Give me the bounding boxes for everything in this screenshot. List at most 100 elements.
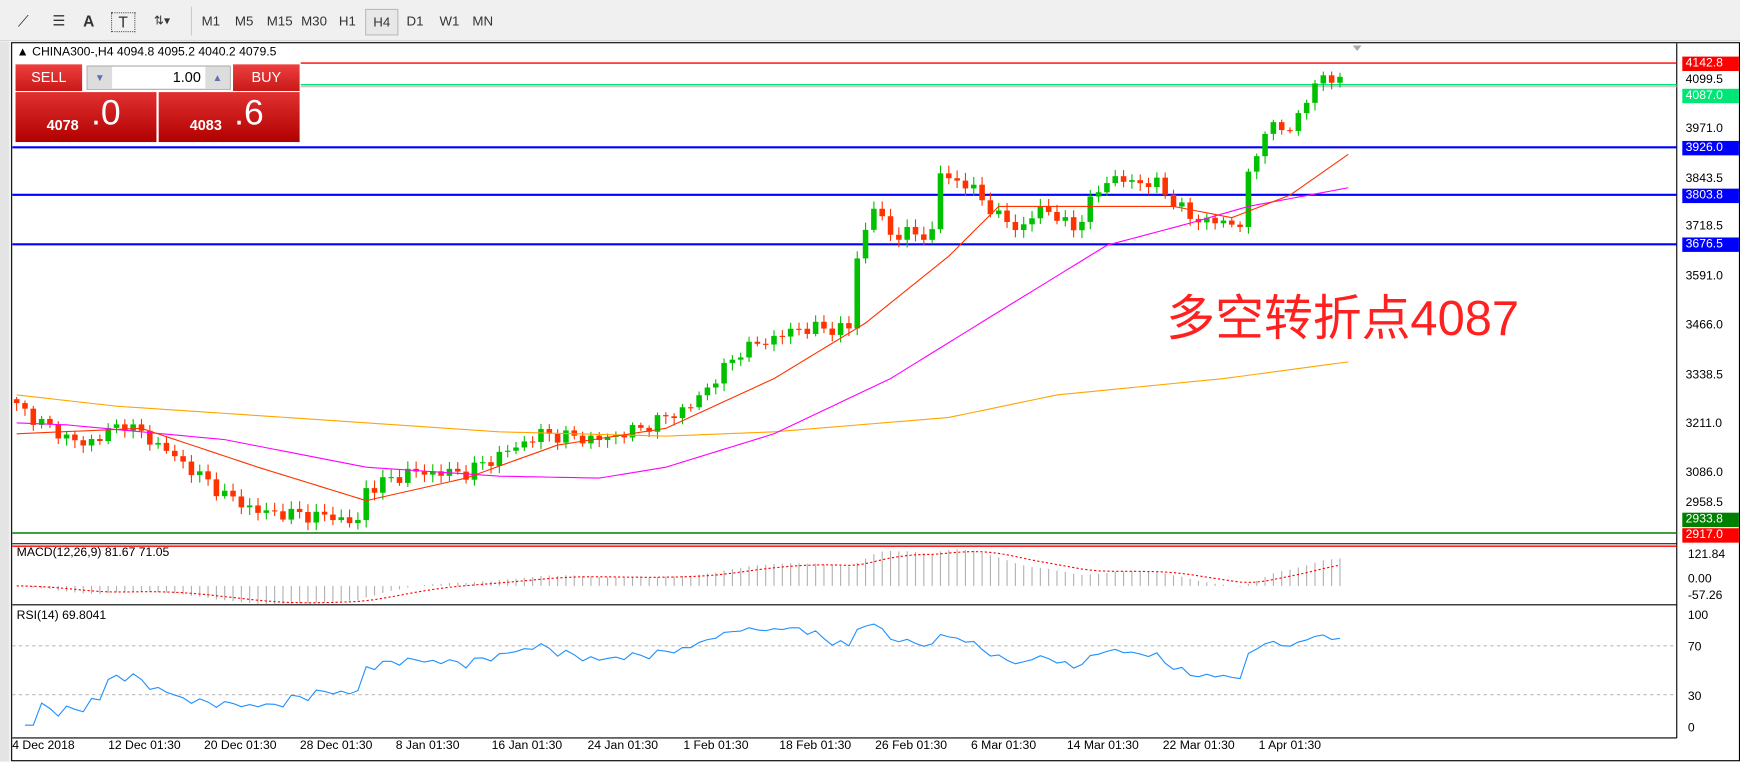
candle-body <box>1204 217 1210 223</box>
candle-body <box>604 436 611 441</box>
macd-label: MACD(12,26,9) 81.67 71.05 <box>16 545 170 560</box>
candle-body <box>1012 222 1019 231</box>
candle-body <box>1062 217 1069 221</box>
candle-body <box>196 471 203 476</box>
candle-body <box>305 512 311 523</box>
price-tick: 3211.0 <box>1685 417 1723 431</box>
buy-button[interactable]: BUY <box>233 64 300 91</box>
timeframe-d1[interactable]: D1 <box>406 13 424 29</box>
candle-body <box>812 321 819 334</box>
toolbar-separator <box>190 6 192 36</box>
candle-body <box>479 462 486 464</box>
candle-body <box>779 335 786 337</box>
buy-price-int: 4083 <box>189 116 222 134</box>
sell-price-button[interactable]: 4078 .0 <box>15 92 157 143</box>
candle-body <box>962 180 969 189</box>
candle-body <box>546 429 553 434</box>
chart-objects-icon[interactable]: ⟋ <box>17 12 29 30</box>
candle-body <box>1029 218 1035 225</box>
fibonacci-icon[interactable]: ☰ <box>52 12 66 29</box>
candle-body <box>1112 176 1119 184</box>
annotation-text: 多空转折点4087 <box>1166 291 1520 347</box>
timeframe-mn[interactable]: MN <box>472 13 494 29</box>
candle-body <box>163 442 170 451</box>
price-level-label: 3803.8 <box>1682 188 1739 203</box>
candle-body <box>130 424 136 431</box>
collapse-triangle-icon[interactable]: ▲ <box>16 45 33 59</box>
candle-body <box>30 408 37 425</box>
timeframe-m5[interactable]: M5 <box>234 13 254 29</box>
timeframe-m1[interactable]: M1 <box>201 13 221 29</box>
candle-body <box>1228 220 1235 225</box>
candle-body <box>721 362 727 384</box>
candle-body <box>22 403 28 409</box>
lot-stepper[interactable]: ▼ 1.00 ▲ <box>86 65 231 90</box>
price-tick: 3971.0 <box>1685 122 1723 136</box>
candle-body <box>1004 210 1010 223</box>
chart-window[interactable]: ▲ CHINA300-,H4 4094.8 4095.2 4040.2 4079… <box>11 42 1740 762</box>
macd-tick: 0.00 <box>1687 572 1712 586</box>
timeframe-w1[interactable]: W1 <box>439 13 460 29</box>
candle-body <box>405 468 411 483</box>
macd-signal-line <box>16 551 1341 604</box>
candle-body <box>1237 224 1243 228</box>
candle-body <box>896 234 902 240</box>
ma_mid-line <box>16 187 1349 479</box>
time-tick: 28 Dec 01:30 <box>299 739 373 753</box>
time-tick: 6 Mar 01:30 <box>970 739 1037 753</box>
timeframe-m30[interactable]: M30 <box>301 13 327 29</box>
price-level-label: 4142.8 <box>1682 56 1739 71</box>
candle-body <box>1020 224 1027 231</box>
timeframe-h4[interactable]: H4 <box>365 8 399 36</box>
candle-body <box>13 399 20 404</box>
candle-body <box>946 173 952 179</box>
timeframe-h1[interactable]: H1 <box>338 13 356 29</box>
candle-body <box>221 490 228 497</box>
candle-body <box>737 357 744 360</box>
candle-body <box>1087 196 1094 222</box>
candle-body <box>1129 180 1135 182</box>
candle-body <box>430 471 436 475</box>
candle-body <box>995 210 1002 215</box>
candle-body <box>1045 206 1052 212</box>
candle-body <box>538 429 544 443</box>
arrows-icon[interactable]: ⇅▾ <box>153 14 171 28</box>
candle-body <box>255 505 261 513</box>
candle-body <box>380 477 386 493</box>
candle-body <box>488 462 494 466</box>
candle-body <box>762 343 769 345</box>
time-tick: 18 Feb 01:30 <box>779 739 852 753</box>
candle-body <box>1154 177 1160 188</box>
text-label-icon[interactable]: T <box>110 12 136 33</box>
timeframe-m15[interactable]: M15 <box>266 13 293 29</box>
candle-body <box>454 468 461 472</box>
candle-body <box>338 517 345 521</box>
candle-body <box>122 424 128 431</box>
candle-body <box>213 479 220 497</box>
candle-body <box>97 438 103 442</box>
candle-body <box>155 442 161 445</box>
lot-decrease-button[interactable]: ▼ <box>87 66 113 89</box>
lot-input[interactable]: 1.00 <box>172 68 201 86</box>
candle-body <box>1162 177 1168 195</box>
text-icon[interactable]: A <box>83 12 95 30</box>
candle-body <box>1070 217 1077 231</box>
candle-body <box>837 323 844 335</box>
buy-price-button[interactable]: 4083 .6 <box>158 92 300 143</box>
time-tick: 24 Jan 01:30 <box>587 739 659 753</box>
candle-body <box>671 416 677 419</box>
candle-body <box>1220 220 1227 224</box>
candle-body <box>321 511 328 515</box>
price-level-label: 3676.5 <box>1682 237 1739 253</box>
lot-increase-button[interactable]: ▲ <box>205 66 230 89</box>
candle-body <box>954 178 960 181</box>
candle-body <box>263 510 270 513</box>
candle-body <box>929 229 935 240</box>
price-tick: 3843.5 <box>1685 171 1723 185</box>
candle-body <box>363 488 369 520</box>
candle-body <box>1320 75 1327 84</box>
chart-canvas <box>12 43 1678 739</box>
sell-button[interactable]: SELL <box>15 64 83 91</box>
time-tick: 22 Mar 01:30 <box>1162 739 1235 753</box>
candle-body <box>879 208 885 217</box>
